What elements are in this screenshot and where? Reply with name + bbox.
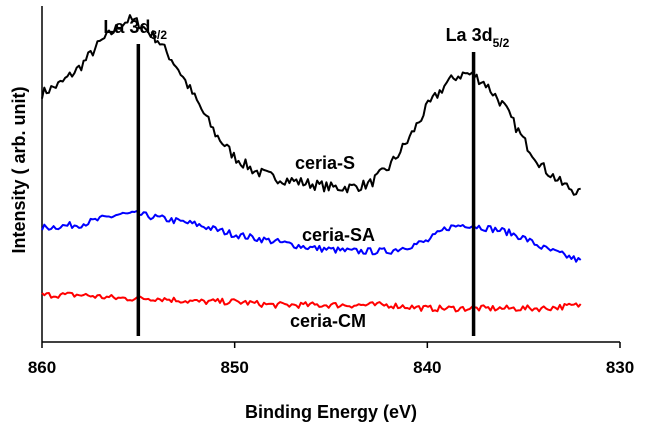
series-line-ceria-CM bbox=[41, 291, 582, 313]
plot-area: 860 850 840 830 La 3d3/2 La 3d5/2 ceria-Scer… bbox=[28, 6, 634, 377]
peak-markers: La 3d3/2 La 3d5/2 bbox=[103, 17, 510, 336]
x-ticks: 860 850 840 830 bbox=[28, 342, 634, 377]
x-tick-label: 830 bbox=[606, 358, 634, 377]
x-tick-label: 840 bbox=[413, 358, 441, 377]
series-line-ceria-SA bbox=[41, 210, 582, 263]
series-label-ceria-S: ceria-S bbox=[295, 153, 355, 173]
series-labels: ceria-S ceria-SA ceria-CM bbox=[290, 153, 375, 331]
x-axis-title: Binding Energy (eV) bbox=[245, 402, 417, 422]
y-axis-title: Intensity ( arb. unit) bbox=[9, 86, 29, 253]
series-line-ceria-S bbox=[41, 14, 581, 196]
series-label-ceria-CM: ceria-CM bbox=[290, 311, 366, 331]
peak-label: La 3d3/2 bbox=[103, 17, 167, 42]
series-group bbox=[41, 14, 582, 313]
series-label-ceria-SA: ceria-SA bbox=[302, 225, 375, 245]
x-tick-label: 860 bbox=[28, 358, 56, 377]
x-tick-label: 850 bbox=[220, 358, 248, 377]
peak-label: La 3d5/2 bbox=[446, 25, 510, 50]
